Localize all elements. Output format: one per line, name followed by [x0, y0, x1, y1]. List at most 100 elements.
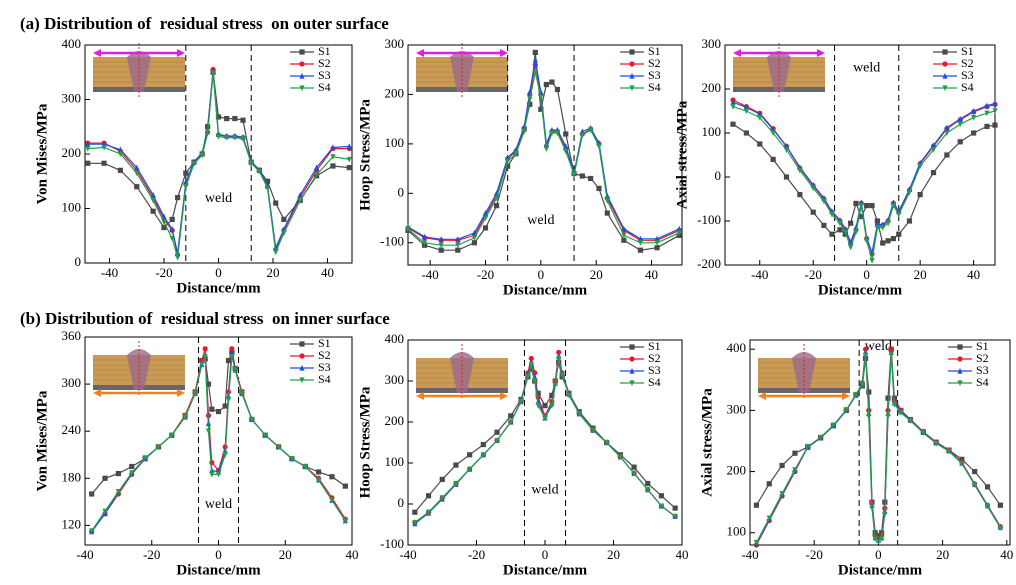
- marker: [770, 156, 776, 162]
- marker: [175, 254, 181, 261]
- series-line: [87, 73, 350, 258]
- y-tick-label: 100: [385, 454, 405, 469]
- marker: [542, 415, 548, 421]
- marker: [205, 381, 212, 387]
- y-tick-label: 200: [62, 145, 82, 160]
- marker: [596, 143, 602, 150]
- marker: [215, 408, 222, 415]
- marker: [467, 466, 473, 473]
- marker: [275, 444, 282, 450]
- marker: [482, 215, 489, 222]
- marker: [957, 367, 963, 374]
- marker: [637, 247, 644, 253]
- marker: [810, 185, 816, 192]
- marker: [654, 245, 660, 251]
- legend-label: S1: [648, 339, 661, 353]
- marker: [563, 131, 569, 137]
- x-tick-label: 40: [1000, 547, 1013, 562]
- legend-label: S2: [961, 56, 974, 70]
- x-tick-label: -20: [805, 267, 822, 282]
- marker: [513, 151, 519, 157]
- marker: [273, 249, 279, 256]
- marker: [821, 198, 827, 205]
- marker: [346, 143, 352, 149]
- legend-label: S1: [961, 44, 974, 58]
- marker: [971, 130, 977, 136]
- marker: [783, 174, 790, 180]
- marker: [482, 209, 489, 216]
- marker: [542, 403, 548, 409]
- marker: [942, 72, 948, 79]
- y-tick-label: 400: [62, 36, 82, 51]
- marker: [874, 218, 880, 224]
- marker: [645, 480, 651, 487]
- marker: [299, 72, 305, 79]
- marker: [753, 539, 760, 546]
- marker: [202, 354, 208, 360]
- marker: [571, 171, 577, 178]
- marker: [984, 503, 991, 510]
- marker: [161, 213, 167, 220]
- marker: [439, 495, 445, 501]
- marker: [888, 351, 894, 358]
- marker: [766, 481, 772, 487]
- marker: [455, 247, 461, 253]
- marker: [521, 128, 527, 135]
- marker: [631, 464, 637, 470]
- y-tick-label: -100: [697, 212, 721, 227]
- marker: [563, 148, 569, 155]
- marker: [89, 491, 95, 497]
- marker: [150, 197, 156, 204]
- marker: [957, 356, 963, 362]
- marker: [412, 509, 418, 515]
- marker: [183, 184, 189, 190]
- y-tick-label: 300: [62, 375, 82, 390]
- marker: [858, 214, 864, 220]
- marker: [770, 130, 776, 137]
- marker: [232, 115, 238, 122]
- marker: [543, 81, 549, 88]
- marker: [342, 483, 348, 489]
- section-heading: (b) Distribution of residual stress on i…: [20, 309, 390, 328]
- marker: [117, 151, 124, 158]
- marker: [766, 515, 772, 522]
- y-tick-label: 200: [727, 463, 747, 478]
- marker: [829, 211, 835, 218]
- marker: [505, 163, 511, 169]
- legend-label: S4: [648, 80, 661, 94]
- marker: [528, 362, 534, 368]
- marker: [604, 198, 610, 204]
- marker: [862, 352, 869, 359]
- marker: [229, 346, 235, 352]
- y-axis-label: Axial stress/MPa: [674, 100, 690, 209]
- marker: [743, 108, 749, 115]
- y-tick-label: 300: [385, 372, 405, 387]
- marker: [453, 462, 459, 468]
- marker: [604, 439, 610, 446]
- marker: [556, 355, 562, 362]
- marker: [117, 146, 124, 153]
- marker: [222, 403, 228, 409]
- x-tick-label: 20: [914, 267, 927, 282]
- marker: [946, 448, 952, 455]
- marker: [882, 511, 888, 518]
- marker: [590, 427, 596, 434]
- marker: [169, 226, 175, 232]
- marker: [959, 461, 965, 467]
- marker: [552, 382, 558, 389]
- marker: [313, 164, 320, 171]
- marker: [629, 72, 635, 79]
- marker: [330, 163, 336, 169]
- marker: [289, 456, 295, 462]
- marker: [566, 392, 572, 399]
- marker: [866, 389, 872, 395]
- marker: [538, 106, 544, 112]
- marker: [346, 156, 352, 163]
- marker: [412, 519, 418, 526]
- marker: [229, 349, 235, 356]
- marker: [556, 349, 562, 355]
- marker: [89, 528, 95, 534]
- marker: [202, 346, 208, 352]
- marker: [256, 168, 262, 175]
- marker: [425, 509, 432, 516]
